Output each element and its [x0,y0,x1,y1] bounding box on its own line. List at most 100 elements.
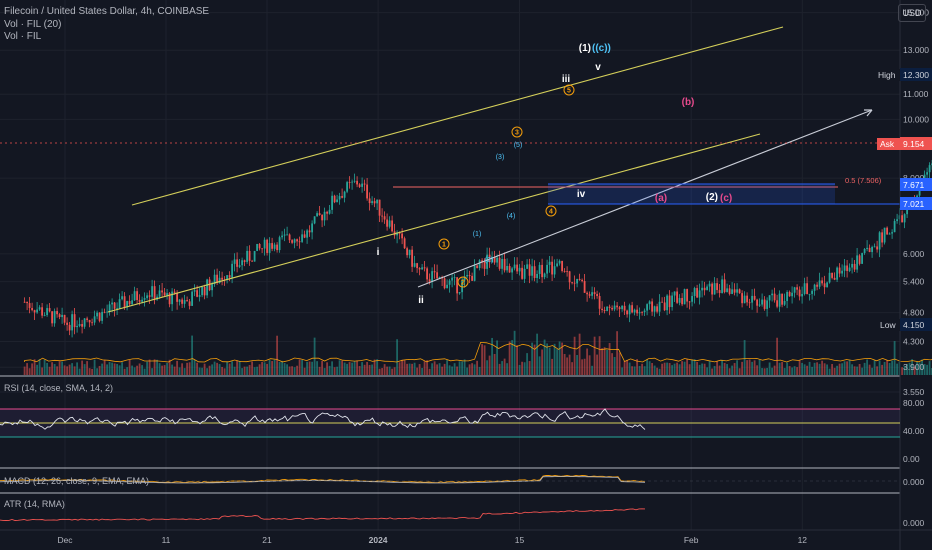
volume-bar [626,359,628,375]
candle-body [736,289,738,293]
candle-body [308,230,311,233]
svg-text:High: High [878,70,896,80]
candle-body [451,277,453,281]
volume-bar [818,363,821,375]
candle-body [733,289,736,293]
candle-body [46,308,48,316]
candle-body [86,318,88,320]
volume-bar [418,364,421,375]
candle-body [761,299,763,305]
volume-bar [66,366,68,375]
candle-body [501,258,503,269]
price-tick-label: 3.550 [903,387,925,397]
volume-bar [583,358,586,375]
candle-body [891,232,893,234]
volume-bar [166,362,168,375]
volume-bar [883,361,886,375]
candle-body [513,264,516,269]
candle-body [866,247,868,249]
candle-body [873,246,876,248]
volume-bar [718,365,721,375]
volume-indicator-label[interactable]: Vol · FIL (20) [4,19,62,30]
trend-line[interactable] [417,109,873,288]
candle-body [58,314,61,318]
volume-bar [78,368,81,375]
volume-bar [563,353,566,375]
candle-body [293,239,296,243]
price-tick-label: 4.300 [903,337,925,347]
candle-body [81,324,83,327]
candle-body [766,300,768,309]
candle-body [641,312,643,313]
candle-body [573,282,576,284]
volume-bar [501,361,503,375]
candle-body [183,300,186,304]
candle-body [681,298,683,305]
candle-body [176,292,178,302]
cyan-marker-4: (4) [507,213,516,220]
volume-bar [823,363,826,375]
symbol-title[interactable]: Filecoin / United States Dollar, 4h, COI… [4,6,210,17]
candle-body [213,274,216,285]
candle-body [816,284,818,287]
candle-body [311,223,313,233]
volume-bar [886,360,888,375]
currency-button[interactable]: USD [898,4,926,22]
volume-bar [533,344,536,375]
candle-body [621,305,623,310]
candle-body [741,293,743,304]
volume-bars [23,330,932,375]
candle-body [51,311,53,324]
volume-bar [391,368,393,375]
low-badge: Low 4.150 [878,318,932,331]
volume-bar [576,355,578,375]
candle-body [868,247,871,253]
cyan-marker-1: (1) [473,231,482,238]
candle-body [683,289,686,305]
volume-bar [913,366,916,375]
orange-marker-1: 1 [438,238,450,250]
volume-bar [636,359,638,375]
candle-body [826,282,828,288]
candle-body [473,265,476,281]
time-axis[interactable]: Dec1121202415Feb12Mar1121Apr15May [57,535,932,545]
candle-body [268,243,271,253]
volume-bar [401,359,403,375]
candle-body [496,257,498,263]
candle-body [548,261,551,265]
candle-body [401,233,403,239]
volume-bar [173,366,176,375]
candle-body [443,278,446,289]
volume-bar [758,359,761,375]
volume-bar [198,367,201,375]
candle-body [521,267,523,279]
candle-body [273,244,276,249]
volume-bar [216,362,218,375]
volume-indicator-label-2[interactable]: Vol · FIL [4,31,42,42]
candle-body [248,250,251,261]
candle-body [66,322,68,325]
volume-bar [361,362,363,375]
candle-body [748,302,751,304]
volume-bar [813,362,816,375]
channel-upper-line[interactable] [131,26,784,206]
candle-body [786,291,788,301]
volume-bar [71,363,73,375]
candle-body [221,277,223,280]
candle-body [613,305,616,310]
candle-body [801,293,803,297]
candle-body [606,306,608,311]
volume-bar [163,365,166,375]
candle-body [413,263,416,267]
channel-lower-line[interactable] [107,133,761,313]
volume-bar [261,361,263,375]
volume-bar [748,359,751,375]
price-tick-label: 3.900 [903,362,925,372]
candle-body [116,308,118,309]
volume-bar [348,362,351,375]
candle-body [133,291,136,301]
candle-body [76,325,78,328]
candle-body [533,266,536,279]
volume-bar [61,361,63,375]
